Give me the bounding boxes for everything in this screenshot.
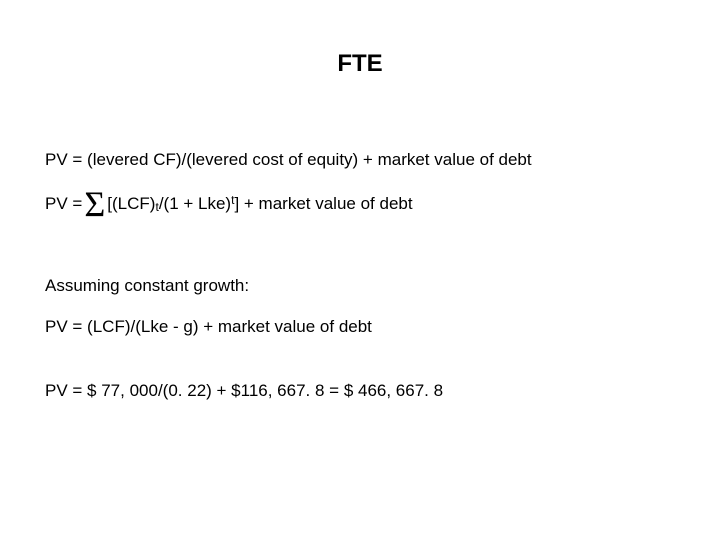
formula-sup-t: t [231, 192, 234, 209]
pv-calculation-line: PV = $ 77, 000/(0. 22) + $116, 667. 8 = … [45, 379, 675, 403]
pv-definition-line: PV = (levered CF)/(levered cost of equit… [45, 148, 675, 172]
sigma-icon: Σ [84, 190, 105, 219]
slide-title: FTE [45, 50, 675, 78]
formula-mid: /(1 + Lke) [159, 192, 231, 216]
pv-growth-formula: PV = (LCF)/(Lke - g) + market value of d… [45, 315, 675, 339]
formula-sub-t1: t [155, 199, 158, 216]
pv-sigma-formula: PV = Σ [(LCF)t/(1 + Lke)t] + market valu… [45, 190, 675, 219]
formula-prefix: PV = [45, 192, 82, 216]
assumption-line: Assuming constant growth: [45, 274, 675, 298]
formula-post-sigma: [(LCF) [107, 192, 155, 216]
formula-suffix: ] + market value of debt [234, 192, 412, 216]
